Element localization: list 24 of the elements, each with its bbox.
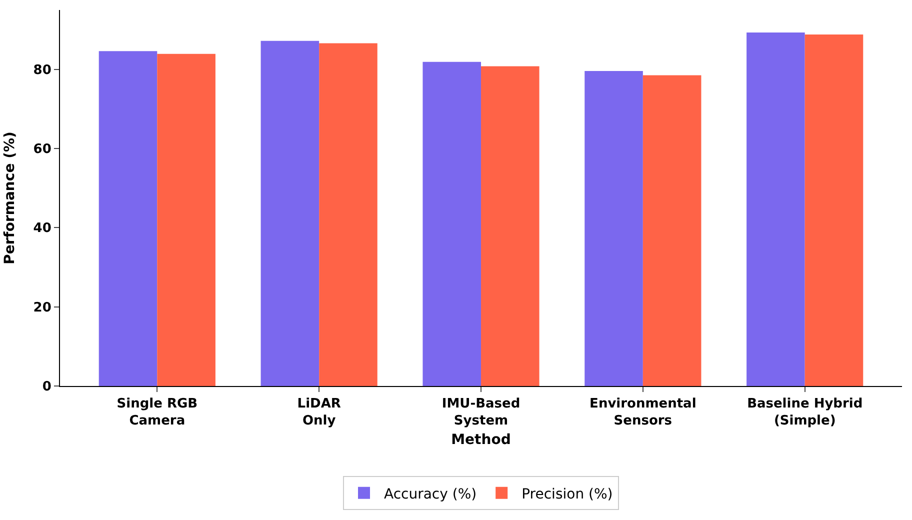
bar xyxy=(319,43,378,386)
y-tick-label: 80 xyxy=(33,62,52,78)
bar xyxy=(804,34,864,386)
y-tick-label: 0 xyxy=(42,380,52,395)
legend-label: Accuracy (%) xyxy=(384,486,477,502)
x-tick-label: Single RGB Camera xyxy=(116,396,198,428)
y-axis-title: Performance (%) xyxy=(2,132,18,264)
bar xyxy=(157,54,216,386)
x-axis-title: Method xyxy=(451,432,511,448)
bar xyxy=(422,62,481,386)
x-tick-label: LiDAR Only xyxy=(297,396,341,428)
y-tick-label: 60 xyxy=(33,142,52,158)
x-tick-label: IMU-Based System xyxy=(442,396,520,428)
x-tick-label: Baseline Hybrid (Simple) xyxy=(747,396,863,428)
bar xyxy=(642,75,702,386)
y-tick-label: 40 xyxy=(33,221,52,236)
y-tick-label: 20 xyxy=(33,300,52,316)
bar xyxy=(260,40,320,386)
legend-label: Precision (%) xyxy=(522,486,613,502)
bar xyxy=(746,32,805,386)
bar xyxy=(584,70,643,386)
bar xyxy=(481,66,540,386)
bar xyxy=(98,51,158,386)
x-tick-label: Environmental Sensors xyxy=(590,396,696,428)
